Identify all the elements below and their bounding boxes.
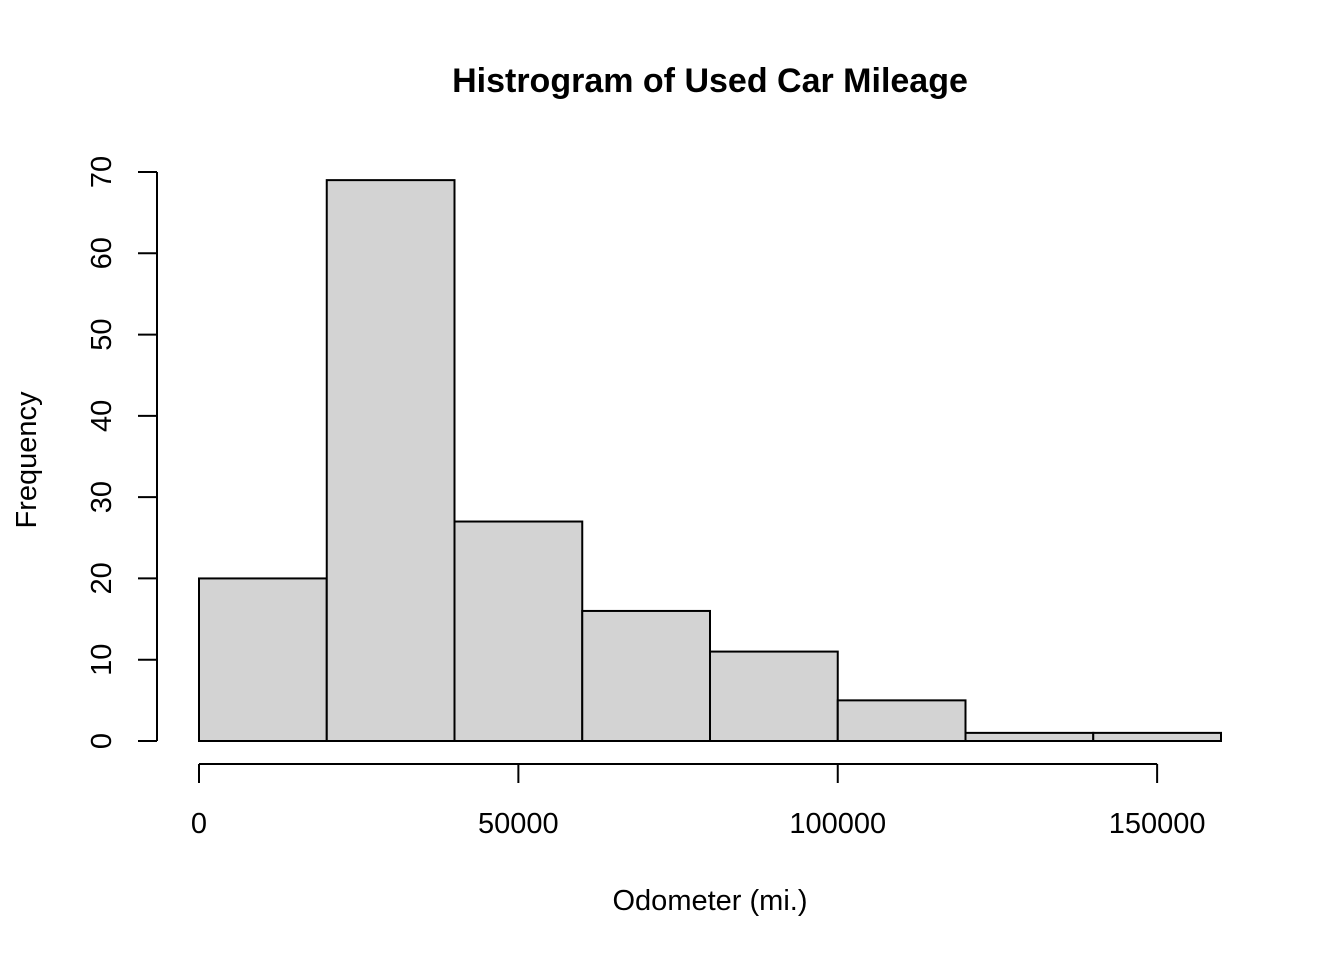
histogram-bar-5 [836, 699, 967, 742]
y-axis: 0 10 20 30 40 50 60 70 [86, 156, 158, 749]
y-tick-label: 0 [86, 733, 118, 749]
histogram-bar-0 [198, 577, 328, 743]
x-tick-label: 0 [191, 808, 207, 840]
histogram-bar-3 [581, 609, 711, 743]
x-axis-label: Odometer (mi.) [613, 885, 808, 917]
x-axis: 0 50000 100000 150000 [191, 763, 1206, 840]
x-tick-label: 100000 [789, 808, 886, 840]
histogram-bar-1 [325, 179, 456, 742]
y-tick-label: 20 [86, 562, 118, 594]
y-tick-label: 50 [86, 318, 118, 350]
y-tick-label: 10 [86, 644, 118, 676]
histogram-bar-6 [964, 731, 1095, 742]
y-axis-label: Frequency [11, 391, 43, 529]
x-tick-label: 150000 [1109, 808, 1206, 840]
histogram-bar-7 [1092, 731, 1222, 742]
x-tick-label: 50000 [478, 808, 559, 840]
chart-title: Histrogram of Used Car Mileage [452, 62, 968, 100]
histogram-bar-2 [453, 520, 584, 742]
bars-group [198, 179, 1222, 743]
y-tick-label: 40 [86, 400, 118, 432]
y-tick-label: 60 [86, 237, 118, 269]
y-tick-label: 70 [86, 156, 118, 188]
histogram-bar-4 [709, 650, 839, 742]
y-tick-label: 30 [86, 481, 118, 513]
